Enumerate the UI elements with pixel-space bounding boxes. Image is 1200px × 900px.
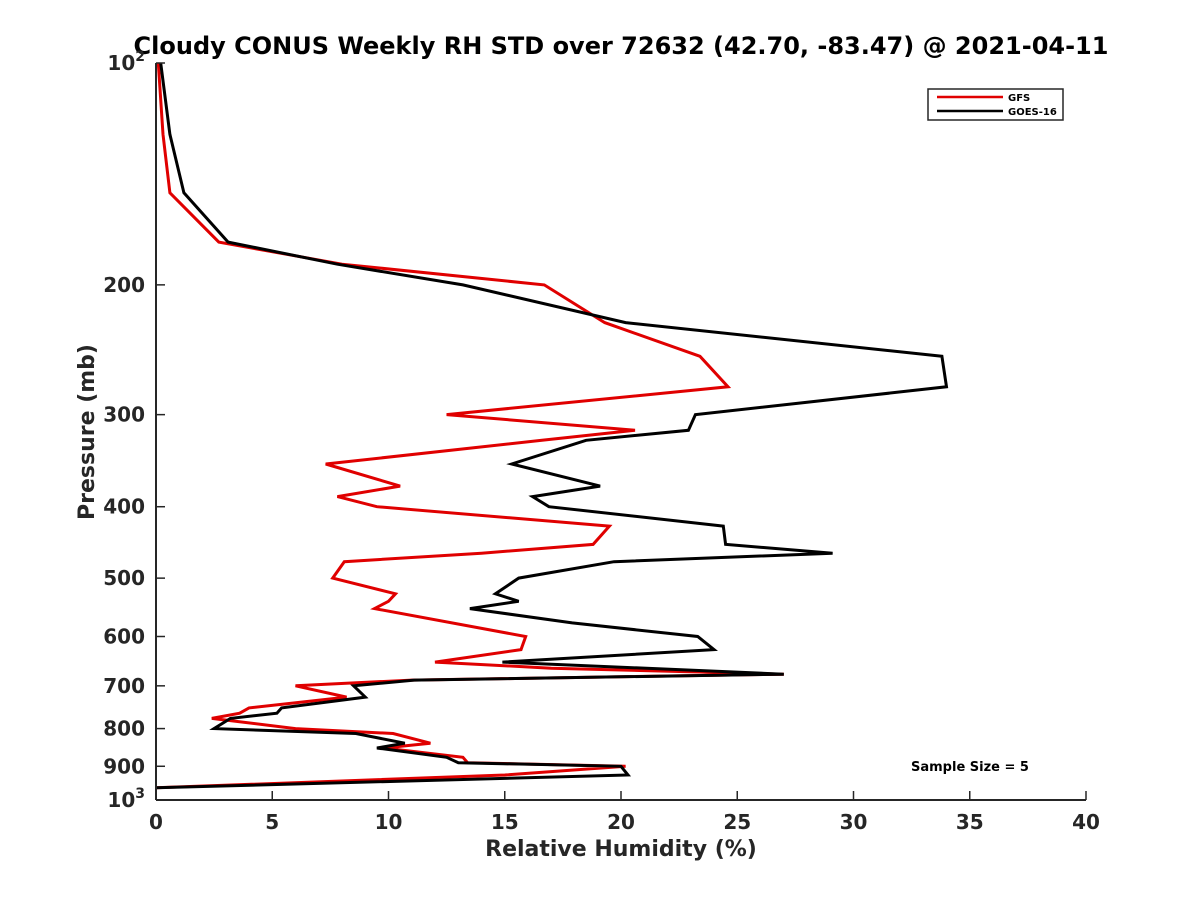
y-axis-ticks: 102 200 300 400 500 600 700 800 900 103 xyxy=(103,49,165,812)
legend: GFS GOES-16 xyxy=(927,88,1064,121)
x-axis-ticks: 0 5 10 15 20 25 30 35 40 xyxy=(149,791,1100,834)
x-tick-label: 40 xyxy=(1072,810,1100,834)
y-tick-label: 200 xyxy=(103,273,145,297)
x-tick-label: 10 xyxy=(375,810,403,834)
legend-label-goes16: GOES-16 xyxy=(1008,107,1057,118)
series-line-0 xyxy=(155,62,784,790)
y-tick-label: 700 xyxy=(103,674,145,698)
y-tick-label: 102 xyxy=(107,49,145,75)
y-tick-label: 500 xyxy=(103,566,145,590)
y-tick-label: 400 xyxy=(103,495,145,519)
x-tick-label: 25 xyxy=(723,810,751,834)
chart-title: Cloudy CONUS Weekly RH STD over 72632 (4… xyxy=(134,32,1109,60)
legend-box xyxy=(927,88,1064,121)
x-tick-label: 35 xyxy=(956,810,984,834)
x-axis-label: Relative Humidity (%) xyxy=(485,837,757,862)
x-tick-label: 5 xyxy=(265,810,279,834)
x-tick-label: 0 xyxy=(149,810,163,834)
y-axis-label: Pressure (mb) xyxy=(75,344,100,520)
y-tick-label: 800 xyxy=(103,717,145,741)
legend-label-gfs: GFS xyxy=(1008,93,1030,104)
y-tick-label: 600 xyxy=(103,624,145,648)
y-tick-label: 900 xyxy=(103,754,145,778)
series-line-1 xyxy=(155,62,949,790)
series-layer xyxy=(155,62,949,790)
plot-area: 0 5 10 15 20 25 30 35 40 102 200 300 400 500 600 700 80… xyxy=(103,49,1100,834)
y-tick-label: 300 xyxy=(103,403,145,427)
sample-size-annotation: Sample Size = 5 xyxy=(911,760,1029,775)
x-tick-label: 20 xyxy=(607,810,635,834)
x-tick-label: 30 xyxy=(840,810,868,834)
y-tick-label: 103 xyxy=(107,786,145,812)
x-tick-label: 15 xyxy=(491,810,519,834)
